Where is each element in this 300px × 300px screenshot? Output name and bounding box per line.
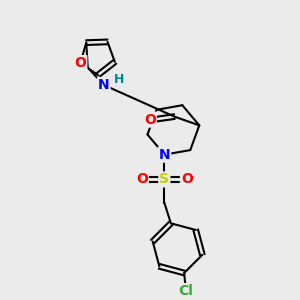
Text: O: O: [74, 56, 86, 70]
Text: O: O: [181, 172, 193, 187]
Text: S: S: [159, 172, 170, 187]
Text: Cl: Cl: [178, 284, 193, 298]
Text: O: O: [136, 172, 148, 187]
Text: H: H: [114, 73, 124, 86]
Text: N: N: [98, 78, 110, 92]
Text: N: N: [159, 148, 170, 162]
Text: O: O: [144, 112, 156, 127]
